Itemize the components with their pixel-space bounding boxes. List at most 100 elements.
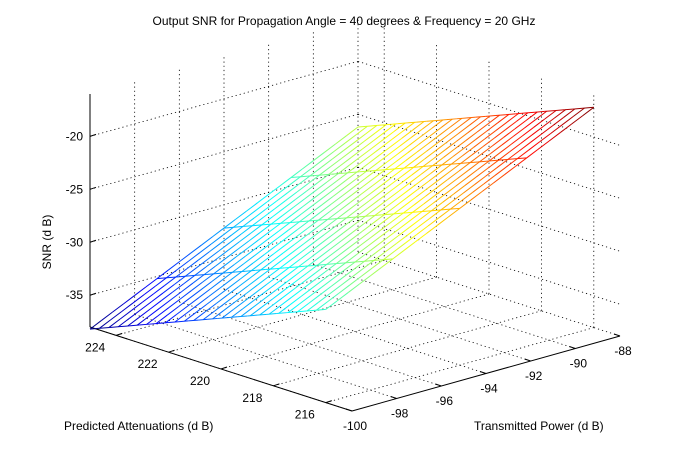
surface-mesh-line <box>323 188 335 198</box>
surface-mesh-line <box>379 168 390 171</box>
surface-mesh-line <box>253 224 264 227</box>
surface-mesh-line <box>142 293 154 303</box>
surface-mesh-line <box>312 196 324 207</box>
surface-mesh-line <box>266 313 277 315</box>
surface-mesh-line <box>322 218 333 221</box>
surface-mesh-line <box>372 176 384 187</box>
surface-mesh-line <box>375 244 388 254</box>
surface-mesh-line <box>325 300 338 310</box>
surface-layer <box>89 106 595 330</box>
z-tick-label: -30 <box>66 235 84 249</box>
surface-mesh-line <box>466 169 479 179</box>
surface-mesh-line <box>201 236 214 246</box>
surface-mesh-line <box>281 289 294 299</box>
surface-mesh-line <box>315 263 328 274</box>
surface-mesh-line <box>457 124 470 135</box>
surface-mesh-line <box>232 263 244 273</box>
surface-mesh-line <box>286 228 299 239</box>
x-tick-mark <box>345 408 353 412</box>
surface-mesh-line <box>429 209 442 219</box>
surface-mesh-line <box>165 313 177 324</box>
surface-mesh-line <box>335 254 348 265</box>
surface-mesh-line <box>337 247 350 257</box>
surface-mesh-line <box>377 236 389 246</box>
surface-mesh-line <box>291 288 304 298</box>
surface-mesh-line <box>281 251 293 262</box>
surface-mesh-line <box>531 126 544 136</box>
surface-mesh-line <box>309 249 322 259</box>
surface-mesh-line <box>188 252 201 262</box>
surface-mesh-line <box>415 150 427 161</box>
surface-mesh-line <box>287 303 300 313</box>
surface-mesh-line <box>481 182 494 192</box>
surface-mesh-line <box>399 137 412 147</box>
surface-mesh-line <box>392 250 405 260</box>
surface-mesh-line <box>280 296 292 307</box>
surface-mesh-line <box>290 176 301 179</box>
surface-mesh-line <box>467 161 478 164</box>
surface-mesh-line <box>426 119 437 122</box>
surface-mesh-line <box>216 249 229 259</box>
z-axis-label: SNR (d B) <box>40 215 54 270</box>
surface-mesh-line <box>253 209 266 219</box>
surface-mesh-line <box>492 136 505 147</box>
surface-mesh-line <box>544 110 557 120</box>
surface-mesh-line <box>415 188 428 198</box>
y-tick-mark <box>325 400 332 404</box>
surface-mesh-line <box>465 131 478 141</box>
surface-mesh-line <box>240 307 253 317</box>
z-tick-label: -20 <box>66 129 84 143</box>
surface-mesh-line <box>350 231 363 241</box>
surface-mesh-line <box>386 153 399 163</box>
surface-mesh-line <box>394 160 407 170</box>
surface-mesh-line <box>407 121 417 124</box>
surface-mesh-line <box>172 283 184 293</box>
surface-mesh-line <box>456 117 467 120</box>
surface-mesh-line <box>349 156 361 166</box>
surface-mesh-line <box>227 241 240 251</box>
surface-mesh-line <box>352 141 365 151</box>
surface-mesh-line <box>293 235 306 246</box>
surface-mesh-line <box>132 294 145 304</box>
surface-mesh-line <box>336 172 348 182</box>
surface-mesh-line <box>282 221 293 224</box>
surface-mesh-line <box>205 258 218 268</box>
surface-mesh-line <box>156 269 169 279</box>
x-tick-mark <box>524 358 531 362</box>
surface-mesh-line <box>117 317 130 328</box>
surface-mesh-line <box>134 286 147 296</box>
surface-mesh-line <box>217 287 230 297</box>
z-tick-label: -35 <box>66 288 84 302</box>
surface-mesh-line <box>181 282 194 292</box>
surface-mesh-line <box>184 267 197 277</box>
surface-mesh-line <box>431 119 444 129</box>
surface-mesh-line <box>298 257 310 268</box>
surface-mesh-line <box>353 260 365 271</box>
surface-mesh-line <box>224 256 237 266</box>
surface-mesh-line <box>499 143 512 153</box>
surface-mesh-line <box>280 214 293 224</box>
surface-mesh-line <box>166 268 178 279</box>
surface-mesh-line <box>405 151 418 161</box>
surface-mesh-line <box>319 286 332 296</box>
grid-line <box>89 219 359 296</box>
surface-mesh-line <box>209 280 222 290</box>
surface-mesh-line <box>279 259 292 269</box>
surface-mesh-line <box>306 309 317 312</box>
surface-mesh-line <box>279 177 292 187</box>
surface-mesh-line <box>378 228 391 238</box>
surface-mesh-line <box>283 199 296 209</box>
surface-mesh-line <box>462 146 474 157</box>
surface-mesh-line <box>366 162 378 172</box>
surface-mesh-line <box>390 175 403 185</box>
surface-mesh-line <box>373 251 386 261</box>
surface-mesh-line <box>410 128 423 138</box>
surface-mesh-line <box>266 193 279 203</box>
surface-mesh-line <box>344 216 357 226</box>
surface-mesh-line <box>550 124 563 134</box>
surface-mesh-line <box>234 293 247 303</box>
surface-mesh-line <box>403 159 416 169</box>
surface-mesh-line <box>475 115 486 118</box>
grid-line <box>168 276 437 353</box>
surface-mesh-line <box>317 293 330 303</box>
